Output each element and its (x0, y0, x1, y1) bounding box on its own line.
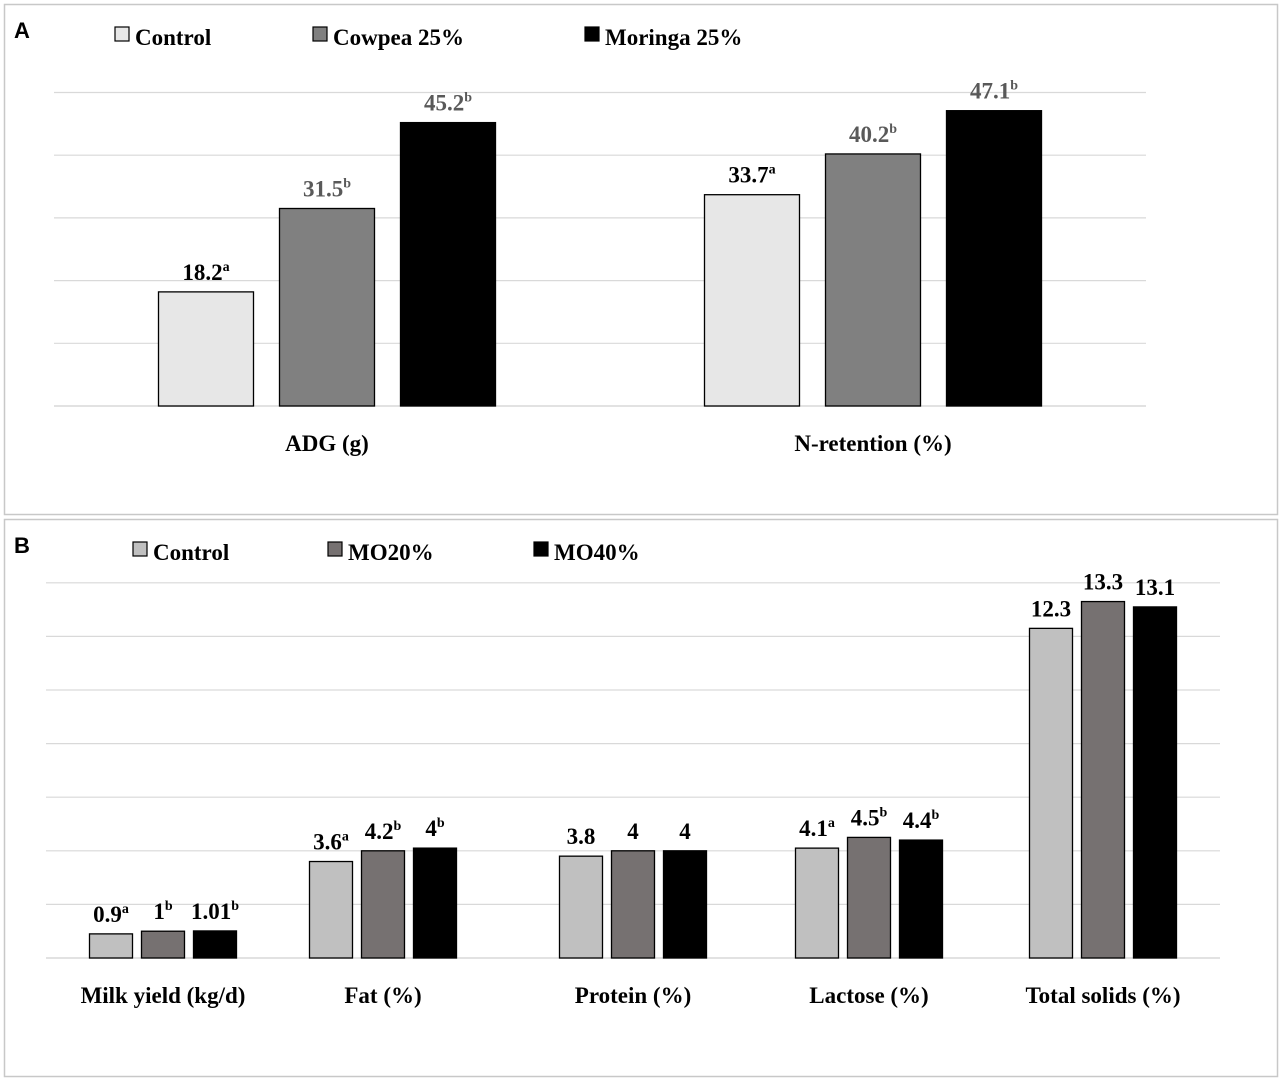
bar (1132, 606, 1178, 959)
legend-swatch (114, 26, 130, 42)
panel-a-frame (3, 3, 1279, 516)
bar (88, 933, 134, 959)
bar (794, 847, 840, 959)
legend-label: Control (153, 540, 229, 565)
legend-label: Moringa 25% (605, 25, 742, 50)
legend-swatch (327, 541, 343, 557)
legend-swatch (584, 26, 600, 42)
bar (192, 930, 238, 959)
bar (157, 291, 255, 407)
bar (278, 207, 376, 407)
data-label: 4.1a (799, 816, 835, 841)
data-label: 3.6a (313, 830, 349, 855)
category-label: Total solids (%) (1025, 983, 1180, 1008)
legend-label: Cowpea 25% (333, 25, 464, 50)
data-label: 40.2b (849, 122, 897, 147)
bar (898, 839, 944, 959)
data-label: 12.3 (1031, 596, 1071, 621)
bar (558, 855, 604, 959)
data-label: 47.1b (970, 79, 1018, 104)
bar (1028, 627, 1074, 959)
bar (1080, 600, 1126, 959)
data-label: 4.2b (365, 819, 402, 844)
panel-b-chart: 0.9a 1b 1.01b Milk yield (kg/d) 3.6a 4.2b 4b Fa… (46, 540, 1220, 1008)
bar (399, 121, 497, 407)
data-label: 1b (153, 899, 173, 924)
bar (703, 194, 801, 407)
bar (662, 850, 708, 959)
data-label: 3.8 (567, 824, 596, 849)
data-label: 0.9a (93, 902, 129, 927)
panel-a-chart: 18.2a 31.5b 45.2b ADG (g) 33.7a 40.2b 47.1b N-r… (54, 25, 1146, 456)
data-label: 4.5b (851, 805, 888, 830)
data-label: 13.1 (1135, 575, 1175, 600)
legend-label: MO40% (554, 540, 640, 565)
legend-label: Control (135, 25, 211, 50)
bar (140, 930, 186, 959)
data-label: 4 (627, 819, 639, 844)
data-label: 18.2a (182, 260, 229, 285)
data-label: 4 (679, 819, 691, 844)
data-label: 1.01b (191, 899, 239, 924)
category-label: Lactose (%) (809, 983, 928, 1008)
category-label: Protein (%) (575, 983, 691, 1008)
panel-b-frame (3, 518, 1279, 1078)
data-label: 13.3 (1083, 570, 1123, 595)
bar (308, 860, 354, 959)
data-label: 4.4b (903, 808, 940, 833)
bar (610, 850, 656, 959)
category-label: Milk yield (kg/d) (81, 983, 246, 1008)
panel-a-letter: A (14, 18, 30, 43)
data-label: 4b (425, 816, 445, 841)
legend-swatch (312, 26, 328, 42)
bar (360, 850, 406, 959)
bar (412, 847, 458, 959)
category-label: Fat (%) (344, 983, 421, 1008)
legend-swatch (533, 541, 549, 557)
legend-swatch (132, 541, 148, 557)
bar (824, 153, 922, 407)
bar (945, 110, 1043, 407)
data-label: 33.7a (728, 163, 775, 188)
panel-b-letter: B (14, 533, 30, 558)
legend-label: MO20% (348, 540, 434, 565)
category-label: ADG (g) (285, 431, 369, 456)
data-label: 31.5b (303, 176, 351, 201)
bar (846, 836, 892, 959)
data-label: 45.2b (424, 91, 472, 116)
category-label: N-retention (%) (794, 431, 951, 456)
